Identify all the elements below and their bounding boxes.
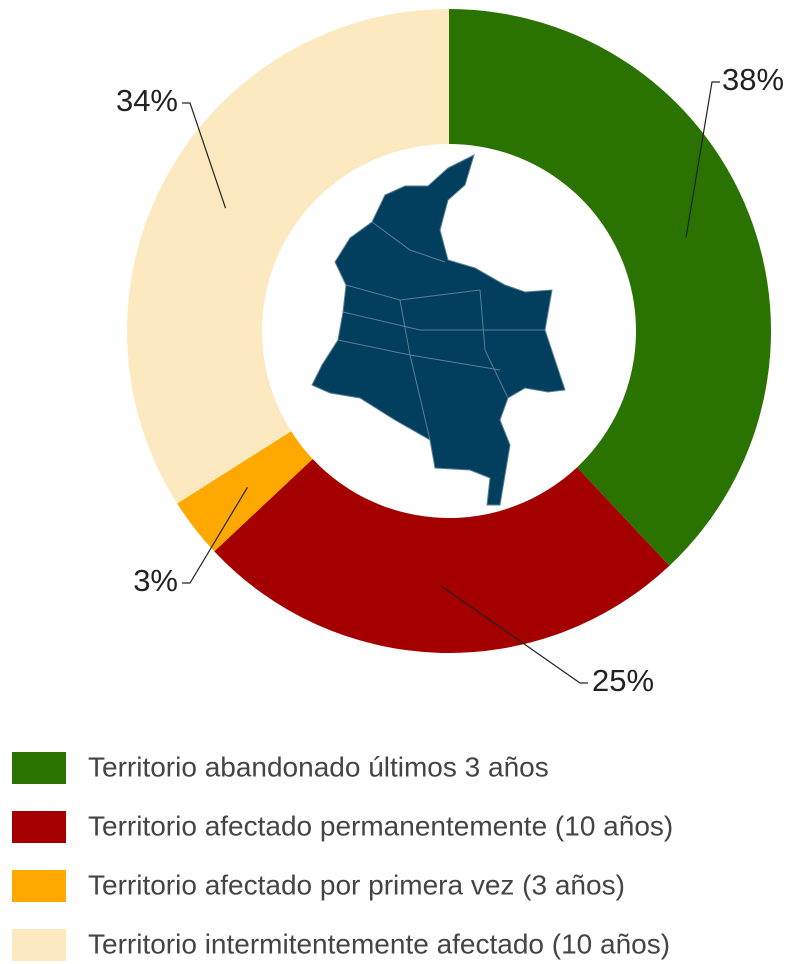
- data-label: 25%: [592, 663, 654, 698]
- data-label: 34%: [116, 83, 178, 118]
- leader-line: [440, 585, 588, 684]
- legend-swatch: [12, 752, 66, 784]
- legend-swatch: [12, 811, 66, 843]
- map-borders: [337, 221, 545, 441]
- donut-segment: [449, 9, 772, 566]
- donut-segment: [214, 459, 670, 654]
- leader-line: [685, 81, 720, 238]
- data-label: 3%: [133, 563, 178, 598]
- legend-swatch: [12, 929, 66, 961]
- data-label: 38%: [722, 62, 784, 97]
- legend-label: Territorio afectado por primera vez (3 a…: [88, 869, 625, 900]
- leader-line: [182, 102, 227, 209]
- legend-label: Territorio afectado permanentemente (10 …: [88, 810, 673, 841]
- legend-swatch: [12, 870, 66, 902]
- legend-label: Territorio intermitentemente afectado (1…: [88, 928, 670, 959]
- donut-segment: [127, 9, 449, 504]
- legend-label: Territorio abandonado últimos 3 años: [88, 751, 549, 782]
- leader-line: [182, 486, 249, 584]
